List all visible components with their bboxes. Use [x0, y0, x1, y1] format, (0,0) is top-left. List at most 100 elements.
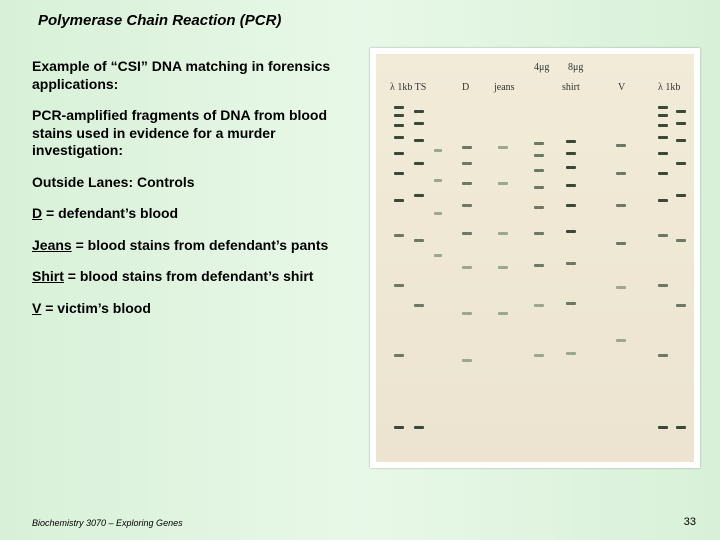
gel-band	[498, 182, 508, 185]
gel-band	[394, 106, 404, 109]
gel-band	[566, 262, 576, 265]
gel-band	[676, 139, 686, 142]
gel-background: 4μg 8μg λ 1kb TS Djeans shirt Vλ 1kb	[376, 54, 694, 462]
gel-band	[658, 284, 668, 287]
gel-top-label: 4μg	[534, 62, 549, 73]
text-column: Example of “CSI” DNA matching in forensi…	[32, 58, 342, 331]
gel-band	[394, 114, 404, 117]
gel-band	[658, 114, 668, 117]
gel-top-label: 8μg	[568, 62, 583, 73]
gel-band	[434, 254, 442, 257]
footer-text: Biochemistry 3070 – Exploring Genes	[32, 518, 183, 528]
gel-band	[658, 124, 668, 127]
gel-band	[534, 354, 544, 357]
gel-lane-labels: λ 1kb TS Djeans shirt Vλ 1kb	[376, 82, 694, 96]
gel-band	[434, 179, 442, 182]
gel-band	[462, 162, 472, 165]
gel-band	[434, 212, 442, 215]
gel-band	[462, 182, 472, 185]
gel-band	[616, 204, 626, 207]
gel-band	[462, 232, 472, 235]
gel-band	[414, 162, 424, 165]
gel-band	[498, 146, 508, 149]
gel-band	[616, 172, 626, 175]
gel-band	[462, 146, 472, 149]
gel-band	[462, 266, 472, 269]
gel-band	[534, 154, 544, 157]
gel-lane-label: λ 1kb	[658, 82, 680, 93]
gel-band	[498, 232, 508, 235]
page-number: 33	[684, 516, 696, 528]
para-0: Example of “CSI” DNA matching in forensi…	[32, 58, 342, 93]
gel-band	[616, 144, 626, 147]
gel-band	[658, 199, 668, 202]
gel-lane-label: D	[462, 82, 469, 93]
gel-band	[658, 234, 668, 237]
para-5: Shirt = blood stains from defendant’s sh…	[32, 268, 342, 286]
gel-band	[394, 426, 404, 429]
gel-band	[414, 426, 424, 429]
gel-band	[566, 230, 576, 233]
gel-band	[676, 304, 686, 307]
gel-lane-label: shirt	[562, 82, 580, 93]
para-2: Outside Lanes: Controls	[32, 174, 342, 192]
gel-band	[394, 284, 404, 287]
slide-title: Polymerase Chain Reaction (PCR)	[38, 12, 281, 29]
gel-band	[566, 152, 576, 155]
gel-band	[566, 184, 576, 187]
gel-band	[394, 234, 404, 237]
gel-image: 4μg 8μg λ 1kb TS Djeans shirt Vλ 1kb	[370, 48, 700, 468]
para-3: D = defendant’s blood	[32, 205, 342, 223]
gel-band	[394, 124, 404, 127]
gel-band	[658, 354, 668, 357]
gel-band	[566, 166, 576, 169]
gel-band	[676, 122, 686, 125]
gel-band	[394, 172, 404, 175]
gel-band	[676, 162, 686, 165]
gel-band	[534, 206, 544, 209]
gel-band	[566, 140, 576, 143]
gel-band	[566, 352, 576, 355]
gel-band	[676, 426, 686, 429]
gel-band	[616, 339, 626, 342]
para-1: PCR-amplified fragments of DNA from bloo…	[32, 107, 342, 160]
gel-band	[658, 426, 668, 429]
gel-band	[394, 354, 404, 357]
gel-band	[658, 152, 668, 155]
gel-band	[658, 136, 668, 139]
gel-band	[658, 106, 668, 109]
gel-band	[414, 122, 424, 125]
gel-band	[414, 304, 424, 307]
gel-band	[534, 264, 544, 267]
gel-band	[616, 286, 626, 289]
gel-band	[414, 239, 424, 242]
gel-band	[498, 312, 508, 315]
gel-lane-label: V	[618, 82, 625, 93]
gel-band	[566, 204, 576, 207]
gel-band	[534, 142, 544, 145]
gel-band	[534, 169, 544, 172]
gel-lane-label: jeans	[494, 82, 515, 93]
gel-band	[414, 110, 424, 113]
gel-band	[394, 136, 404, 139]
gel-band	[462, 204, 472, 207]
gel-band	[616, 242, 626, 245]
gel-band	[658, 172, 668, 175]
gel-band	[394, 152, 404, 155]
gel-band	[394, 199, 404, 202]
gel-band	[534, 186, 544, 189]
gel-band	[676, 239, 686, 242]
gel-band	[566, 302, 576, 305]
gel-band	[498, 266, 508, 269]
gel-band	[414, 194, 424, 197]
gel-band	[676, 110, 686, 113]
gel-band	[434, 149, 442, 152]
gel-band	[534, 232, 544, 235]
para-4: Jeans = blood stains from defendant’s pa…	[32, 237, 342, 255]
gel-band	[462, 359, 472, 362]
gel-band	[414, 139, 424, 142]
gel-band	[534, 304, 544, 307]
gel-lane-label: λ 1kb TS	[390, 82, 426, 93]
gel-band	[676, 194, 686, 197]
para-6: V = victim’s blood	[32, 300, 342, 318]
